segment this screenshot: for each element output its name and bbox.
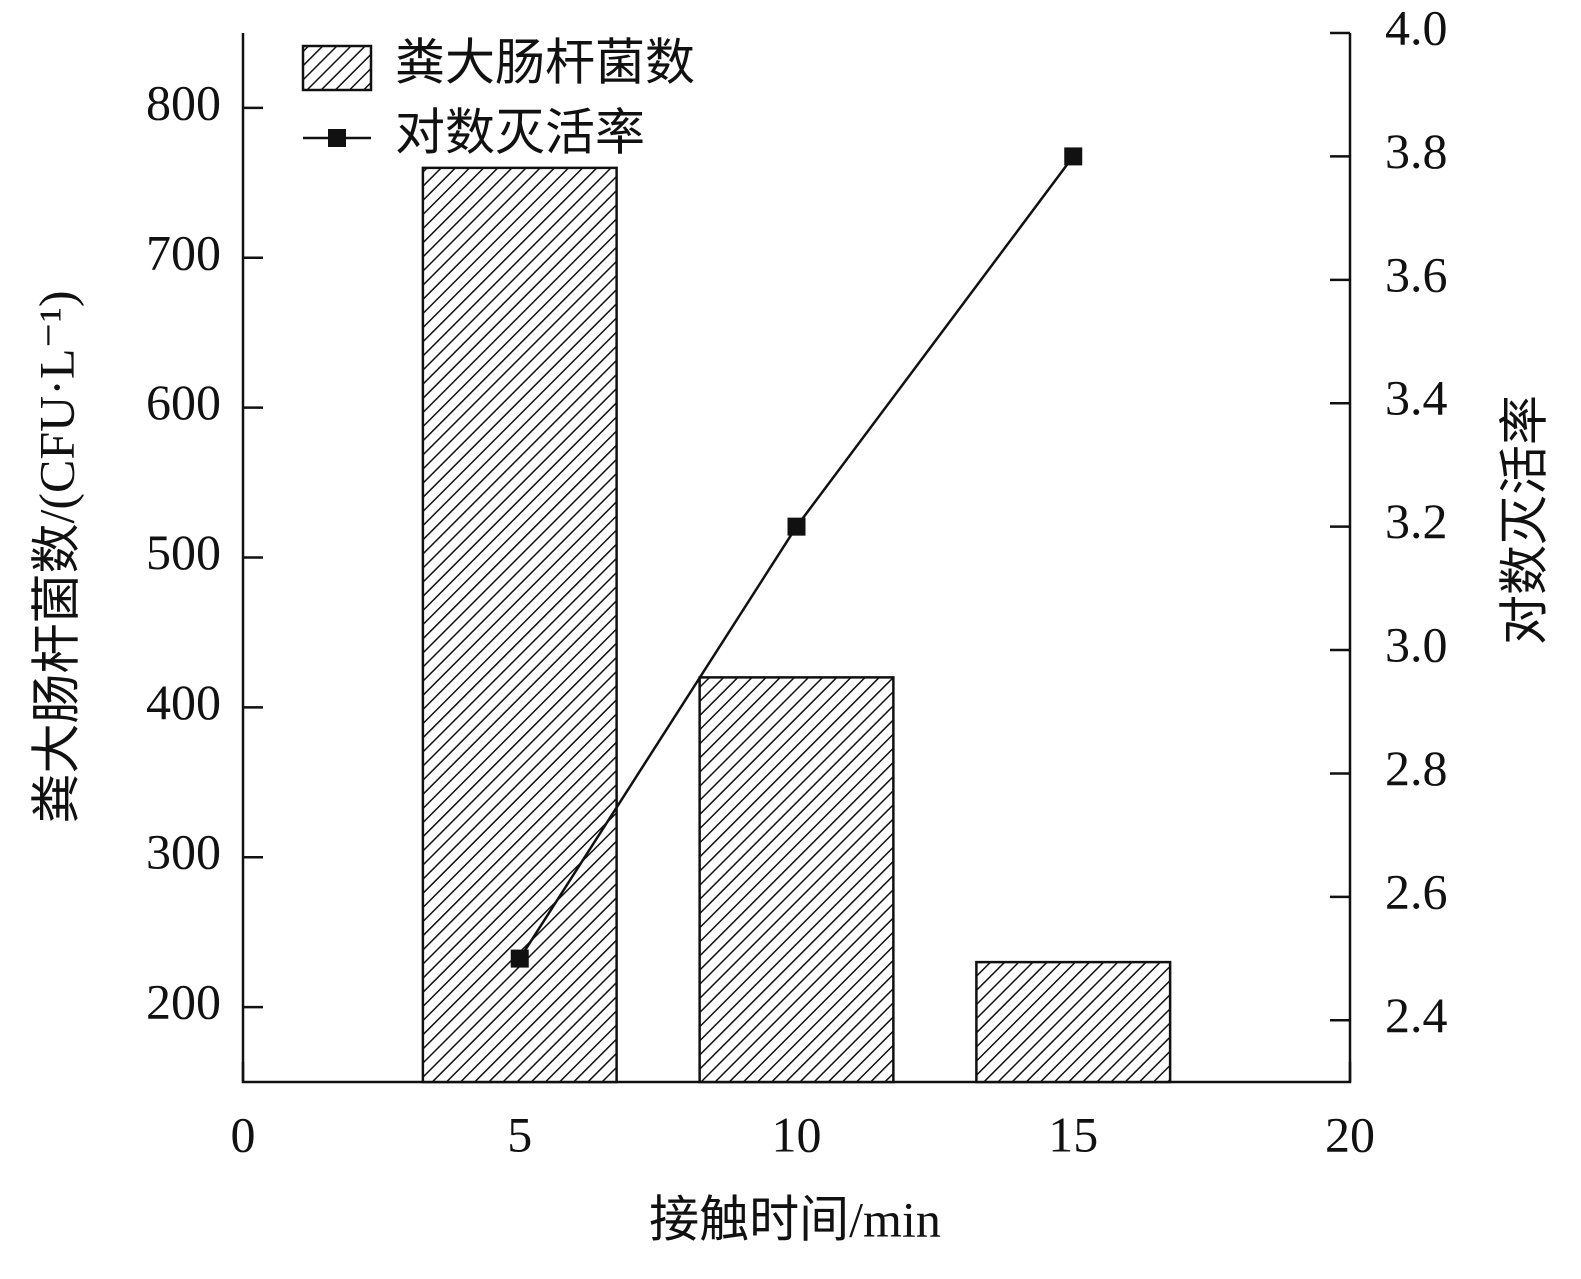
- y2-tick-label: 3.6: [1385, 246, 1448, 302]
- y2-tick-label: 4.0: [1385, 0, 1448, 55]
- y-tick-label: 200: [146, 974, 221, 1030]
- x-tick-label: 0: [231, 1106, 256, 1162]
- legend-label: 粪大肠杆菌数: [395, 34, 695, 90]
- legend-swatch: [328, 129, 346, 147]
- x-tick-label: 15: [1048, 1106, 1098, 1162]
- y-tick-label: 300: [146, 824, 221, 880]
- legend-label: 对数灭活率: [395, 104, 645, 160]
- bar: [698, 676, 895, 1084]
- marker: [787, 517, 806, 536]
- y-tick-label: 800: [146, 74, 221, 130]
- x-tick-label: 5: [507, 1106, 532, 1162]
- bar: [421, 166, 618, 1084]
- y-tick-label: 700: [146, 224, 221, 280]
- y2-tick-label: 3.8: [1385, 123, 1448, 179]
- y-axis-title: 粪大肠杆菌数/(CFU·L⁻¹): [28, 290, 84, 823]
- marker: [1064, 147, 1083, 166]
- marker: [510, 949, 529, 968]
- y2-tick-label: 3.2: [1385, 493, 1448, 549]
- x-axis-title: 接触时间/min: [649, 1191, 941, 1247]
- x-tick-label: 20: [1325, 1106, 1375, 1162]
- x-tick-label: 10: [772, 1106, 822, 1162]
- y2-tick-label: 3.4: [1385, 370, 1448, 426]
- y2-tick-label: 2.8: [1385, 740, 1448, 796]
- y-tick-label: 500: [146, 524, 221, 580]
- bar: [975, 960, 1172, 1084]
- y2-tick-label: 3.0: [1385, 617, 1448, 673]
- y2-axis-title: 对数灭活率: [1496, 395, 1552, 645]
- y2-tick-label: 2.6: [1385, 863, 1448, 919]
- legend-swatch: [301, 44, 373, 92]
- y-tick-label: 600: [146, 374, 221, 430]
- y-tick-label: 400: [146, 674, 221, 730]
- y2-tick-label: 2.4: [1385, 987, 1448, 1043]
